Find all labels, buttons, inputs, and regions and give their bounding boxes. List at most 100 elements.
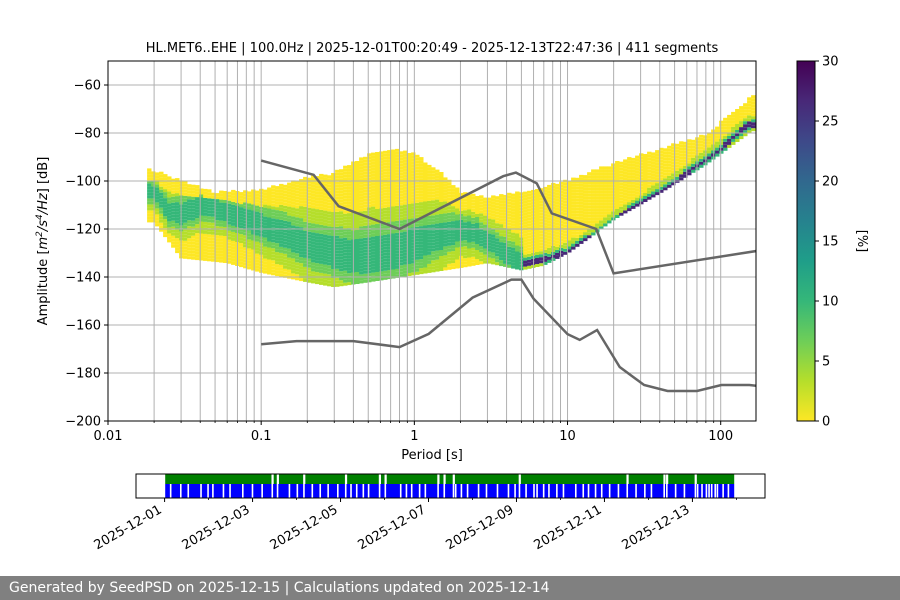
x-tick-label: 0.1 bbox=[251, 429, 272, 444]
availability-bottom-row bbox=[165, 484, 735, 498]
availability-gap bbox=[514, 484, 516, 498]
availability-gap bbox=[626, 474, 629, 484]
y-tick-label: −200 bbox=[65, 415, 101, 430]
availability-gap bbox=[708, 484, 710, 498]
footer: Generated by SeedPSD on 2025-12-15 | Cal… bbox=[0, 576, 900, 600]
availability-gap bbox=[460, 484, 463, 498]
availability-gap bbox=[424, 484, 427, 498]
x-tick-label: 100 bbox=[708, 429, 733, 444]
availability-gap bbox=[663, 474, 666, 484]
availability-tick-label: 2025-12-03 bbox=[180, 502, 253, 553]
colorbar-tick-label: 30 bbox=[822, 55, 839, 70]
availability-gap bbox=[608, 484, 611, 498]
availability-gap bbox=[533, 484, 535, 498]
availability-gap bbox=[525, 484, 527, 498]
availability-tick-label: 2025-12-11 bbox=[532, 502, 605, 553]
colorbar-tick-label: 20 bbox=[822, 175, 839, 190]
availability-gap bbox=[384, 484, 387, 498]
availability-gap bbox=[222, 484, 225, 498]
availability-gap bbox=[261, 484, 263, 498]
availability-gap bbox=[276, 474, 279, 484]
y-tick-label: −100 bbox=[65, 175, 101, 190]
chart-title: HL.MET6..EHE | 100.0Hz | 2025-12-01T00:2… bbox=[146, 41, 719, 56]
availability-gap bbox=[710, 484, 713, 498]
availability-top-row bbox=[165, 474, 735, 484]
availability-gap bbox=[714, 484, 717, 498]
availability-gap bbox=[443, 474, 446, 484]
colorbar-tick-label: 5 bbox=[822, 355, 830, 370]
availability-gap bbox=[179, 484, 182, 498]
availability-gap bbox=[276, 484, 279, 498]
availability-gap bbox=[399, 484, 402, 498]
availability-gap bbox=[362, 484, 365, 498]
availability-gap bbox=[337, 484, 339, 498]
availability-gap bbox=[271, 484, 274, 498]
availability-gap bbox=[169, 484, 172, 498]
y-tick-label: −120 bbox=[65, 223, 101, 238]
availability-axis: 2025-12-01 2025-12-03 2025-12-05 2025-12-07… bbox=[92, 498, 737, 553]
availability-gap bbox=[518, 474, 521, 484]
availability-gap bbox=[485, 484, 488, 498]
availability-gap bbox=[705, 484, 708, 498]
availability-gap bbox=[600, 484, 603, 498]
availability-tick-label: 2025-12-01 bbox=[92, 502, 165, 553]
availability-gap bbox=[518, 484, 521, 498]
availability-gap bbox=[666, 474, 669, 484]
availability-frame bbox=[135, 473, 766, 499]
x-axis-label: Period [s] bbox=[401, 448, 463, 463]
availability-gap bbox=[271, 474, 274, 484]
availability-tick-label: 2025-12-09 bbox=[444, 502, 517, 553]
availability-gap bbox=[617, 484, 620, 498]
availability-gap bbox=[378, 474, 382, 484]
availability-gap bbox=[562, 484, 565, 498]
colorbar-ticks: 0 5 10 15 20 25 30 bbox=[815, 55, 839, 430]
availability-gap bbox=[507, 484, 510, 498]
colorbar-tick-label: 0 bbox=[822, 415, 830, 430]
availability-gap bbox=[296, 484, 299, 498]
availability-gap bbox=[187, 484, 190, 498]
x-axis: 0.01 0.1 1 10 100 bbox=[94, 421, 733, 444]
availability-gap bbox=[626, 484, 629, 498]
availability-gap bbox=[452, 484, 455, 498]
noise-models bbox=[260, 159, 756, 393]
availability-gap bbox=[727, 484, 730, 498]
y-tick-label: −140 bbox=[65, 271, 101, 286]
availability-bar bbox=[165, 474, 735, 498]
availability-gap bbox=[355, 484, 358, 498]
availability-gap bbox=[288, 484, 291, 498]
availability-gap bbox=[350, 484, 352, 498]
availability-gap bbox=[701, 484, 703, 498]
availability-gap bbox=[666, 484, 668, 498]
availability-gap bbox=[694, 484, 697, 498]
availability-gap bbox=[477, 484, 480, 498]
colorbar-tick-label: 25 bbox=[822, 115, 839, 130]
availability-gap bbox=[443, 484, 446, 498]
availability-gap bbox=[696, 484, 699, 498]
psd-heatmap bbox=[147, 95, 756, 287]
y-tick-label: −160 bbox=[65, 319, 101, 334]
availability-gap bbox=[437, 484, 439, 498]
availability-gap bbox=[663, 484, 665, 498]
availability-gap bbox=[229, 484, 231, 498]
availability-gap bbox=[548, 484, 550, 498]
availability-gap bbox=[405, 484, 408, 498]
availability-gap bbox=[319, 484, 322, 498]
availability-gap bbox=[384, 474, 387, 484]
availability-gap bbox=[378, 484, 381, 498]
availability-gap bbox=[344, 484, 347, 498]
colorbar-label: [%] bbox=[854, 230, 869, 253]
availability-gap bbox=[212, 484, 214, 498]
availability-gap bbox=[251, 484, 254, 498]
y-tick-label: −80 bbox=[74, 127, 101, 142]
availability-gap bbox=[311, 484, 314, 498]
x-tick-label: 10 bbox=[559, 429, 576, 444]
availability-gap bbox=[542, 484, 545, 498]
availability-gap bbox=[327, 484, 329, 498]
availability-gap bbox=[466, 484, 469, 498]
availability-gap bbox=[437, 474, 440, 484]
availability-gap bbox=[650, 484, 653, 498]
y-tick-label: −180 bbox=[65, 367, 101, 382]
availability-gap bbox=[303, 484, 305, 498]
availability-gap bbox=[454, 484, 457, 498]
availability-gap bbox=[242, 484, 244, 498]
